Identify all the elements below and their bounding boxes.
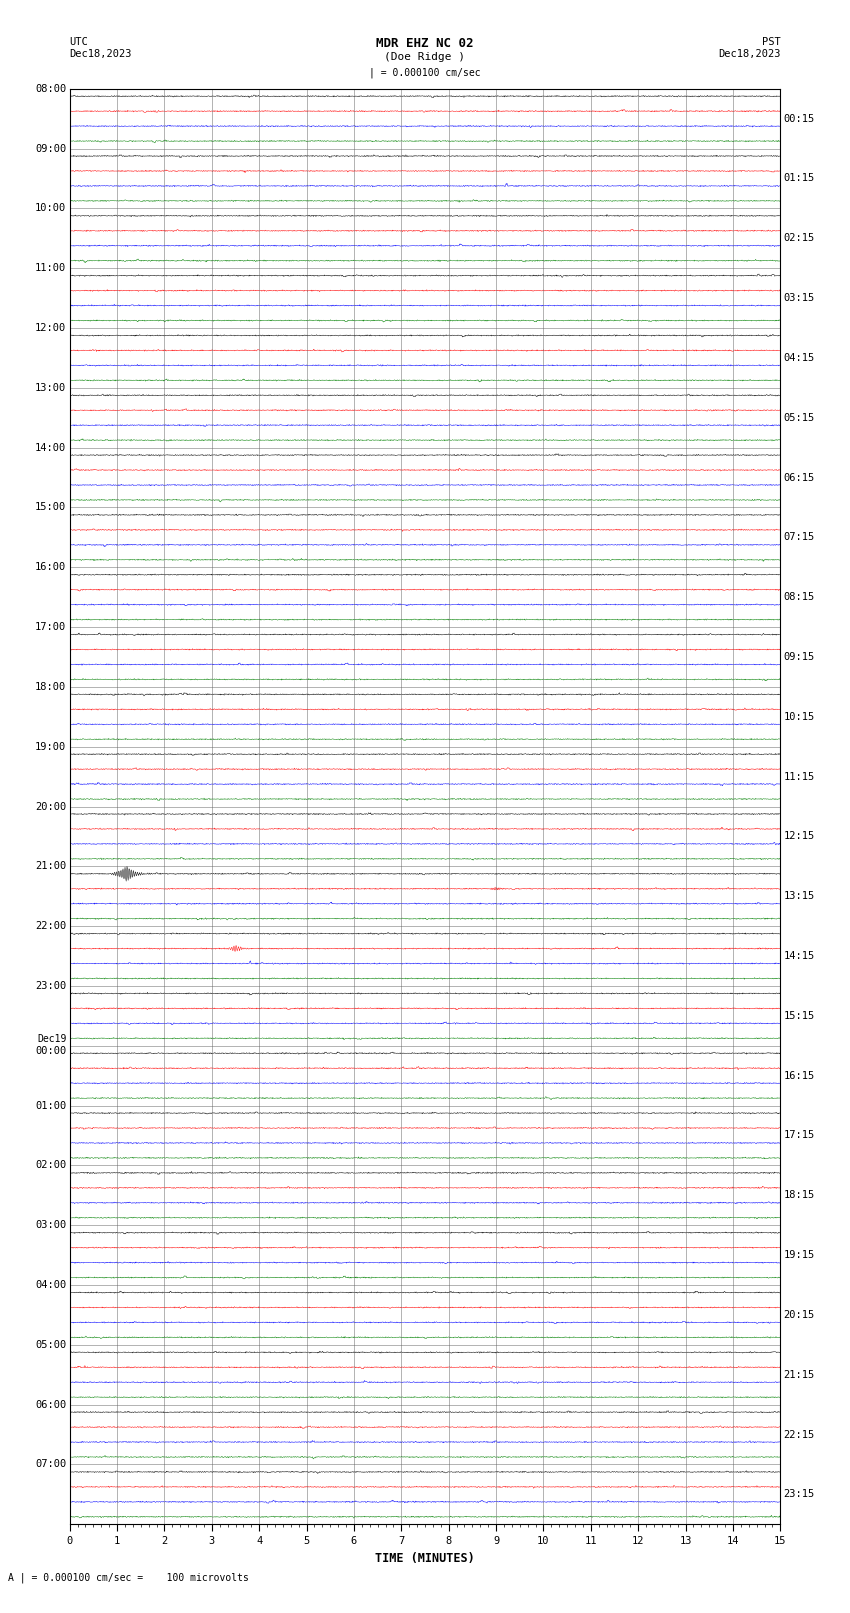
- Text: 15:00: 15:00: [35, 502, 66, 513]
- Text: 23:15: 23:15: [784, 1489, 815, 1500]
- Text: | = 0.000100 cm/sec: | = 0.000100 cm/sec: [369, 68, 481, 79]
- Text: Dec19: Dec19: [37, 1034, 66, 1044]
- Text: 19:00: 19:00: [35, 742, 66, 752]
- Text: 21:00: 21:00: [35, 861, 66, 871]
- Text: 17:00: 17:00: [35, 623, 66, 632]
- Text: (Doe Ridge ): (Doe Ridge ): [384, 52, 466, 61]
- X-axis label: TIME (MINUTES): TIME (MINUTES): [375, 1552, 475, 1565]
- Text: 02:00: 02:00: [35, 1160, 66, 1171]
- Text: 01:15: 01:15: [784, 174, 815, 184]
- Text: 10:00: 10:00: [35, 203, 66, 213]
- Text: 00:00: 00:00: [35, 1045, 66, 1057]
- Text: 07:00: 07:00: [35, 1460, 66, 1469]
- Text: 04:00: 04:00: [35, 1281, 66, 1290]
- Text: 14:00: 14:00: [35, 442, 66, 453]
- Text: 16:00: 16:00: [35, 563, 66, 573]
- Text: MDR EHZ NC 02: MDR EHZ NC 02: [377, 37, 473, 50]
- Text: 05:15: 05:15: [784, 413, 815, 423]
- Text: 19:15: 19:15: [784, 1250, 815, 1260]
- Text: 05:00: 05:00: [35, 1340, 66, 1350]
- Text: 09:00: 09:00: [35, 144, 66, 153]
- Text: 22:00: 22:00: [35, 921, 66, 931]
- Text: 22:15: 22:15: [784, 1429, 815, 1439]
- Text: 15:15: 15:15: [784, 1011, 815, 1021]
- Text: UTC
Dec18,2023: UTC Dec18,2023: [70, 37, 133, 58]
- Text: 13:15: 13:15: [784, 892, 815, 902]
- Text: 13:00: 13:00: [35, 382, 66, 394]
- Text: 06:15: 06:15: [784, 473, 815, 482]
- Text: 18:15: 18:15: [784, 1190, 815, 1200]
- Text: A | = 0.000100 cm/sec =    100 microvolts: A | = 0.000100 cm/sec = 100 microvolts: [8, 1573, 249, 1582]
- Text: 10:15: 10:15: [784, 711, 815, 721]
- Text: 17:15: 17:15: [784, 1131, 815, 1140]
- Text: 14:15: 14:15: [784, 952, 815, 961]
- Text: 08:00: 08:00: [35, 84, 66, 94]
- Text: 12:15: 12:15: [784, 831, 815, 842]
- Text: 00:15: 00:15: [784, 113, 815, 124]
- Text: 02:15: 02:15: [784, 234, 815, 244]
- Text: 06:00: 06:00: [35, 1400, 66, 1410]
- Text: 01:00: 01:00: [35, 1100, 66, 1111]
- Text: 04:15: 04:15: [784, 353, 815, 363]
- Text: 16:15: 16:15: [784, 1071, 815, 1081]
- Text: 08:15: 08:15: [784, 592, 815, 602]
- Text: 21:15: 21:15: [784, 1369, 815, 1379]
- Text: 12:00: 12:00: [35, 323, 66, 332]
- Text: 11:00: 11:00: [35, 263, 66, 273]
- Text: 20:15: 20:15: [784, 1310, 815, 1319]
- Text: 20:00: 20:00: [35, 802, 66, 811]
- Text: 03:15: 03:15: [784, 294, 815, 303]
- Text: 23:00: 23:00: [35, 981, 66, 990]
- Text: 11:15: 11:15: [784, 771, 815, 782]
- Text: 03:00: 03:00: [35, 1219, 66, 1231]
- Text: 18:00: 18:00: [35, 682, 66, 692]
- Text: 09:15: 09:15: [784, 652, 815, 661]
- Text: PST
Dec18,2023: PST Dec18,2023: [717, 37, 780, 58]
- Text: 07:15: 07:15: [784, 532, 815, 542]
